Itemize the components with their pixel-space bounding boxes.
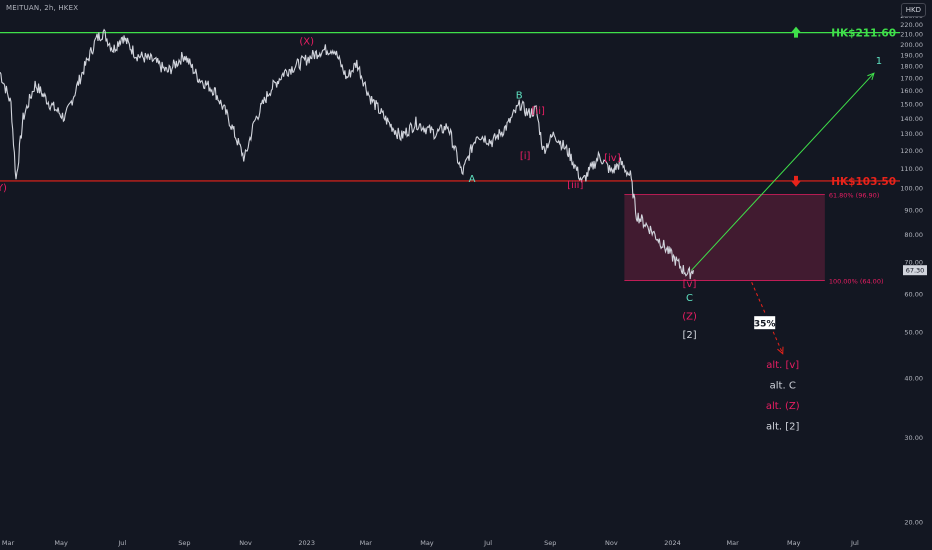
y-tick-label-13: 100.00 xyxy=(900,185,923,193)
x-tick-label-7: May xyxy=(420,539,434,547)
y-tick-label-3: 200.00 xyxy=(900,41,923,49)
annotation-layer: 35% (X) (Y) A B [i] [ii] [iii] [iv] [v] C (Z) [2] 1 al… xyxy=(0,36,882,432)
x-tick-label-12: Mar xyxy=(726,539,739,547)
wave-label-13: alt. [v] xyxy=(766,360,799,371)
price-series-line[interactable] xyxy=(0,28,695,280)
up-arrow-icon xyxy=(791,26,801,38)
y-tick-label-21: 20.00 xyxy=(904,518,923,526)
wave-label-2: A xyxy=(469,174,476,185)
wave-label-8: [v] xyxy=(683,279,697,290)
fib-target-zone xyxy=(624,194,825,281)
x-tick-label-6: Mar xyxy=(360,539,373,547)
last-price-tag xyxy=(903,265,927,276)
wave-label-16: alt. [2] xyxy=(766,422,799,433)
x-tick-label-9: Sep xyxy=(544,539,556,547)
x-tick-label-0: Mar xyxy=(2,539,15,547)
x-tick-label-4: Nov xyxy=(239,539,252,547)
wave-label-9: C xyxy=(686,293,693,304)
x-tick-label-13: May xyxy=(787,539,801,547)
wave-label-14: alt. C xyxy=(770,381,796,392)
y-tick-label-4: 190.00 xyxy=(900,51,923,59)
zone-top-label: 61.80% (96.90) xyxy=(829,192,880,200)
x-tick-label-3: Sep xyxy=(178,539,190,547)
wave-label-0: (X) xyxy=(299,36,314,47)
primary-projection-arrowhead xyxy=(867,72,875,81)
percent-badge-box xyxy=(753,315,777,331)
last-price-label: 67.30 xyxy=(906,267,925,275)
y-tick-label-19: 40.00 xyxy=(904,375,923,383)
percent-badge-text: 35% xyxy=(754,320,776,330)
alternative-projection-arrowhead xyxy=(777,346,784,355)
price-series-layer xyxy=(0,28,695,280)
x-tick-label-11: 2024 xyxy=(664,539,681,547)
wave-label-6: [iii] xyxy=(567,180,583,191)
y-tick-label-2: 210.00 xyxy=(900,31,923,39)
wave-label-12: 1 xyxy=(876,56,882,67)
y-tick-label-18: 50.00 xyxy=(904,328,923,336)
wave-label-3: B xyxy=(516,91,523,102)
y-tick-label-8: 150.00 xyxy=(900,100,923,108)
zone-bottom-label: 100.00% (64.00) xyxy=(829,278,884,286)
wave-label-4: [i] xyxy=(520,151,531,162)
x-tick-label-8: Jul xyxy=(483,539,492,547)
wave-label-15: alt. (Z) xyxy=(766,401,800,412)
y-axis[interactable]: 230.00220.00210.00200.00190.00180.00170.… xyxy=(900,12,927,526)
wave-label-11: [2] xyxy=(682,330,696,341)
y-tick-label-1: 220.00 xyxy=(900,21,923,29)
wave-label-1: (Y) xyxy=(0,183,7,194)
x-axis[interactable]: Mar May Jul Sep Nov 2023 Mar May Jul Sep Nov 2024 Ma… xyxy=(2,539,859,547)
y-tick-label-9: 140.00 xyxy=(900,115,923,123)
symbol-title: MEITUAN, 2h, HKEX xyxy=(6,4,79,12)
y-tick-label-20: 30.00 xyxy=(904,434,923,442)
wave-label-5: [ii] xyxy=(532,106,545,117)
y-tick-label-5: 180.00 xyxy=(900,63,923,71)
resistance-level-label: HK$211.60 xyxy=(831,28,896,40)
y-tick-label-12: 110.00 xyxy=(900,165,923,173)
y-tick-label-17: 60.00 xyxy=(904,291,923,299)
wave-label-7: [iv] xyxy=(604,153,621,164)
support-level-label: HK$103.50 xyxy=(831,176,896,188)
y-tick-label-10: 130.00 xyxy=(900,130,923,138)
x-tick-label-10: Nov xyxy=(605,539,618,547)
down-arrow-icon xyxy=(791,175,801,187)
currency-badge[interactable]: HKD xyxy=(900,3,926,17)
x-tick-label-2: Jul xyxy=(117,539,126,547)
y-tick-label-6: 170.00 xyxy=(900,75,923,83)
y-tick-label-11: 120.00 xyxy=(900,147,923,155)
x-tick-label-1: May xyxy=(54,539,68,547)
target-zone-layer: 61.80% (96.90) 100.00% (64.00) xyxy=(624,192,884,286)
x-tick-label-5: 2023 xyxy=(298,539,315,547)
y-tick-label-15: 80.00 xyxy=(904,231,923,239)
wave-label-10: (Z) xyxy=(682,312,697,323)
primary-projection-line[interactable] xyxy=(691,72,875,271)
x-tick-label-14: Jul xyxy=(850,539,859,547)
y-tick-label-7: 160.00 xyxy=(900,87,923,95)
y-tick-label-14: 90.00 xyxy=(904,206,923,214)
y-tick-label-16: 70.00 xyxy=(904,259,923,267)
level-lines-layer: HK$211.60 HK$103.50 xyxy=(0,26,900,188)
